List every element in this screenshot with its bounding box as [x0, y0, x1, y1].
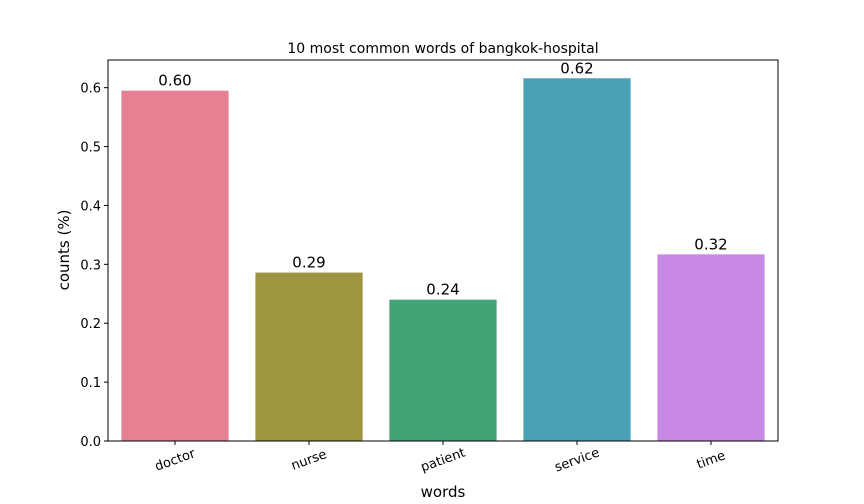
bar-patient — [389, 299, 497, 441]
x-tick-label-doctor: doctor — [153, 446, 198, 475]
y-tick-label: 0.1 — [80, 376, 101, 391]
y-tick-label: 0.6 — [80, 82, 101, 97]
plot-frame — [107, 59, 779, 442]
y-tick-label: 0.2 — [80, 317, 101, 332]
bar-doctor — [121, 90, 229, 441]
bar-time — [657, 254, 765, 441]
x-axis-title: words — [421, 483, 466, 501]
y-tick-label: 0.3 — [80, 258, 101, 273]
data-label-patient: 0.24 — [426, 281, 459, 299]
plot-area: 0.0 0.1 0.2 0.3 0.4 0.5 0.6 0.60 doctor 0.29 nurse… — [80, 59, 765, 476]
chart-title: 10 most common words of bangkok-hospital — [287, 41, 598, 57]
bar-service — [523, 78, 631, 442]
data-label-doctor: 0.60 — [158, 72, 191, 90]
data-label-time: 0.32 — [694, 235, 727, 253]
y-tick-label: 0.0 — [80, 435, 101, 450]
data-label-service: 0.62 — [560, 59, 593, 77]
bar-nurse — [255, 272, 363, 441]
y-tick-label: 0.5 — [80, 141, 101, 156]
x-tick-label-service: service — [553, 445, 602, 475]
x-tick-label-patient: patient — [419, 446, 468, 476]
y-tick-label: 0.4 — [80, 199, 101, 214]
data-label-nurse: 0.29 — [292, 254, 325, 272]
y-axis-title: counts (%) — [55, 210, 73, 291]
x-tick-label-time: time — [695, 448, 728, 472]
x-tick-label-nurse: nurse — [289, 447, 329, 474]
